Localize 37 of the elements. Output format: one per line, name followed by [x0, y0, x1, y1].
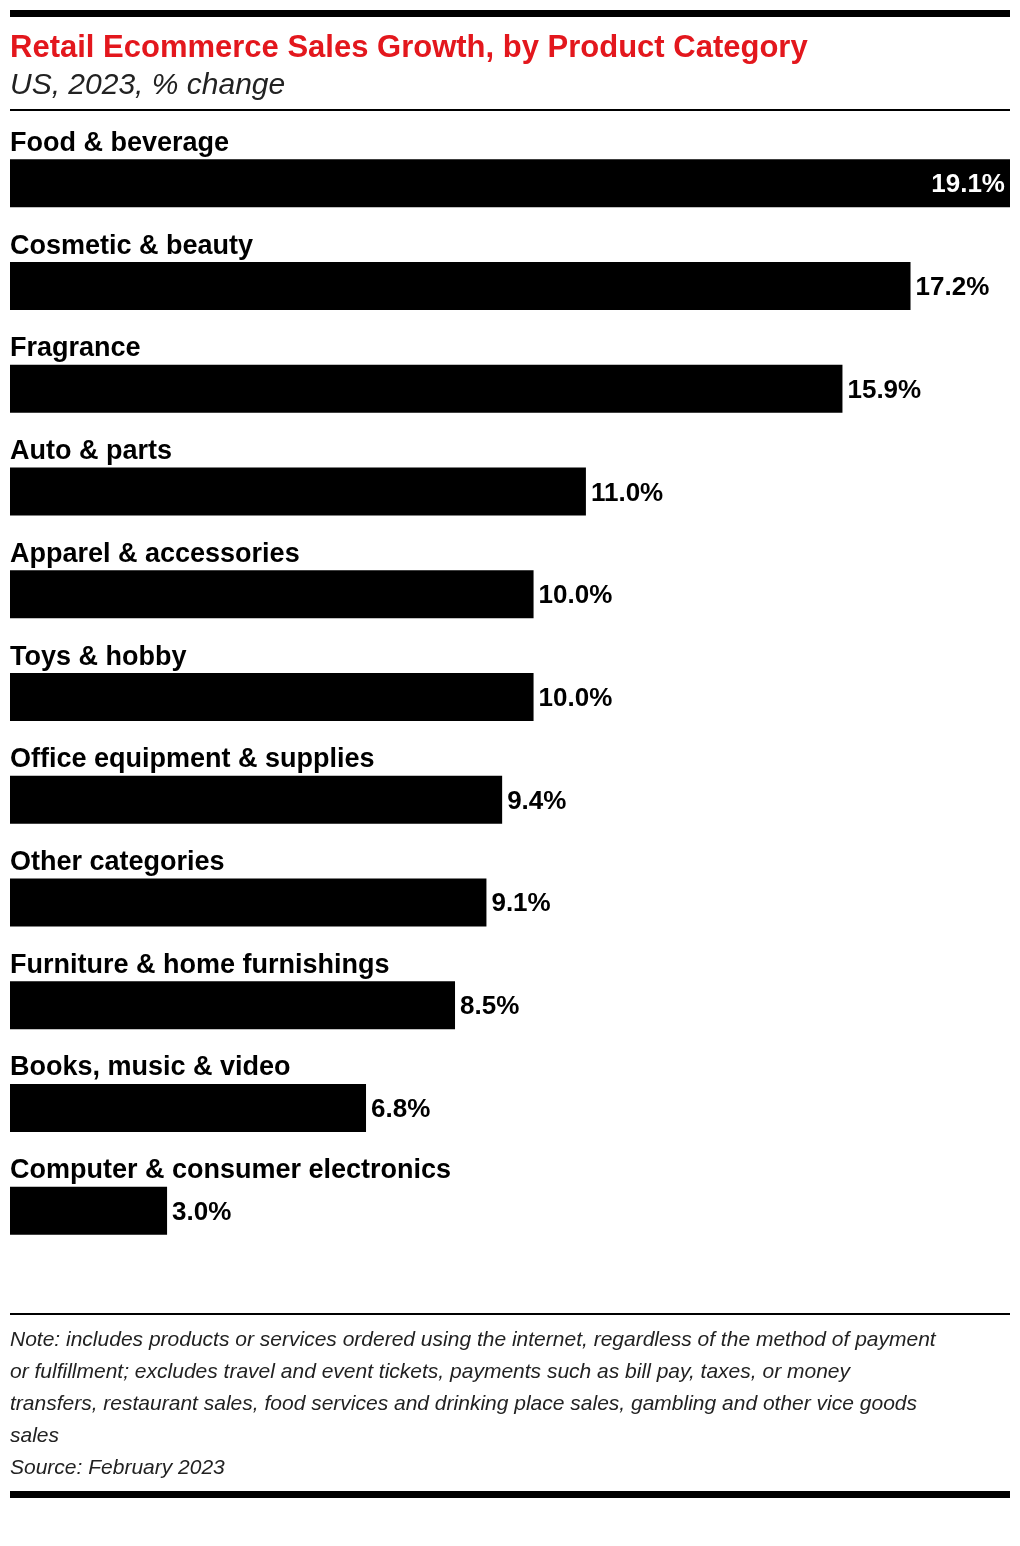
data-label: 3.0%: [172, 1195, 232, 1226]
y-tick-label: Food & beverage: [10, 126, 230, 157]
text: Note: includes products or services ordered using the internet, regardless of the method of payment or fulfillment; excludes travel and event tickets, payments such as bill pay, taxes, or money transfers, restaurant sales, food services and drinking place sales, gambling and other vice goods sales: [10, 1326, 938, 1448]
bar: [10, 775, 503, 824]
y-tick-label: Cosmetic & beauty: [10, 229, 254, 260]
data-label: 19.1%: [931, 168, 1005, 199]
y-tick-label: Furniture & home furnishings: [10, 948, 390, 979]
y-tick-label: Fragrance: [10, 332, 141, 363]
y-tick-label: Computer & consumer electronics: [10, 1154, 452, 1185]
chart-subtitle: US, 2023, % change: [10, 66, 287, 102]
y-tick-label: Toys & hobby: [10, 640, 187, 671]
data-label: 9.1%: [491, 887, 551, 918]
data-label: 15.9%: [847, 373, 922, 404]
bar: [10, 467, 586, 516]
bar: [10, 1083, 367, 1132]
bar: [10, 878, 487, 927]
bar: [10, 159, 1010, 208]
data-label: 10.0%: [538, 682, 613, 712]
data-label: 8.5%: [460, 990, 520, 1021]
bar: [10, 262, 911, 311]
y-tick-label: Books, music & video: [10, 1051, 291, 1082]
data-label: 10.0%: [538, 579, 613, 610]
data-label: 11.0%: [590, 476, 664, 507]
bar: [10, 570, 534, 619]
y-tick-label: Apparel & accessories: [10, 537, 300, 568]
bar: [10, 981, 456, 1030]
data-label: 17.2%: [915, 271, 990, 302]
data-label: 9.4%: [507, 784, 567, 815]
bar: [10, 673, 534, 721]
source-note: Source: February 2023: [10, 1454, 226, 1480]
data-label: 6.8%: [371, 1092, 431, 1123]
y-tick-label: Office equipment & supplies: [10, 743, 375, 774]
bar: [10, 364, 843, 413]
chart-title: Retail Ecommerce Sales Growth, by Product Category: [10, 29, 809, 65]
y-tick-label: Other categories: [10, 845, 225, 876]
bar: [10, 1186, 168, 1235]
y-tick-label: Auto & parts: [10, 435, 172, 466]
